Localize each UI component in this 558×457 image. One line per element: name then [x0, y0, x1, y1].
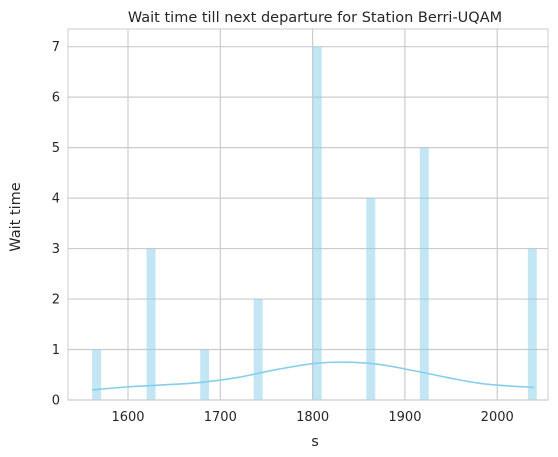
bar	[253, 299, 263, 400]
x-tick-label: 1700	[204, 410, 237, 425]
x-tick-label: 1600	[111, 410, 144, 425]
bar	[419, 147, 429, 400]
bar	[146, 248, 156, 400]
bar	[92, 349, 102, 400]
bar	[527, 248, 537, 400]
x-tick-label: 1800	[296, 410, 329, 425]
y-tick-label: 1	[52, 343, 60, 358]
y-tick-label: 7	[52, 40, 60, 55]
bar	[200, 349, 210, 400]
y-tick-labels: 0 1 2 3 4 5 6 7	[52, 40, 60, 408]
y-tick-label: 3	[52, 242, 60, 257]
x-tick-labels: 1600 1700 1800 1900 2000	[111, 410, 513, 425]
grid	[68, 29, 548, 401]
chart-title: Wait time till next departure for Statio…	[128, 10, 502, 26]
y-tick-label: 6	[52, 91, 60, 106]
x-axis-label: s	[311, 434, 319, 450]
x-tick-label: 2000	[481, 410, 514, 425]
y-axis-label: Wait time	[8, 182, 24, 251]
bars	[92, 46, 537, 401]
kde-line	[91, 361, 535, 391]
y-tick-label: 2	[52, 293, 60, 308]
plot-frame	[67, 28, 549, 401]
y-tick-label: 4	[52, 192, 60, 207]
x-tick-label: 1900	[388, 410, 421, 425]
bar	[312, 46, 322, 401]
bar	[366, 198, 376, 400]
y-tick-label: 0	[52, 394, 60, 409]
y-tick-label: 5	[52, 141, 60, 156]
